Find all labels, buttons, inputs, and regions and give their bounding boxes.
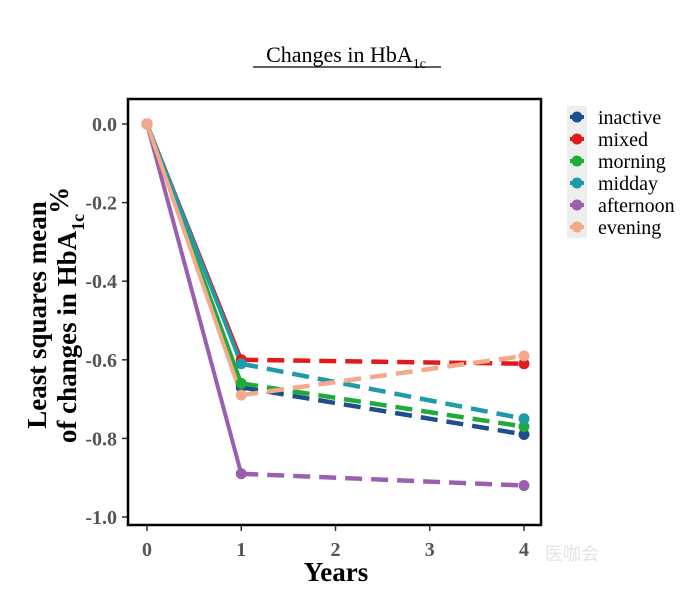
legend-key-background [567, 106, 587, 238]
lines-layer [145, 122, 525, 488]
plot-frame [126, 97, 543, 527]
data-point-evening-0 [141, 118, 153, 130]
x-tick-label: 0 [142, 539, 152, 561]
series-line-afternoon-solid [145, 122, 244, 476]
data-point-evening-1 [235, 389, 247, 401]
legend: inactivemixedmorningmiddayafternooneveni… [567, 106, 675, 239]
y-tick-label: -1.0 [85, 507, 117, 529]
legend-label-afternoon: afternoon [598, 195, 675, 217]
legend-label-morning: morning [598, 151, 666, 173]
x-tick-label: 1 [236, 539, 246, 561]
legend-key-point-mixed [571, 133, 583, 145]
legend-key-point-morning [571, 155, 583, 167]
series-line-afternoon-dashed [241, 471, 525, 488]
y-tick-label: -0.4 [85, 271, 117, 293]
x-tick-label: 3 [425, 539, 435, 561]
data-point-evening-2 [518, 350, 530, 362]
y-axis-title-line1: Least squares mean [22, 201, 52, 429]
series-line-inactive-dashed [240, 385, 525, 437]
series-line-morning-dashed [240, 381, 525, 429]
legend-key-point-evening [571, 221, 583, 233]
data-point-inactive-2 [518, 428, 530, 440]
y-tick-label: 0.0 [92, 114, 117, 136]
data-point-afternoon-1 [235, 468, 247, 480]
data-point-morning-2 [518, 421, 530, 433]
ticks-layer: 0.0 -0.2 -0.4 -0.6 -0.8 -1.0 0 1 2 3 4 [85, 114, 529, 561]
data-point-morning-1 [235, 377, 247, 389]
legend-label-evening: evening [598, 217, 661, 239]
chart-title: Changes in HbA1c [266, 42, 426, 72]
series-line-evening-solid [145, 122, 244, 398]
legend-label-mixed: mixed [598, 129, 648, 151]
data-point-midday-1 [235, 358, 247, 370]
legend-key-point-midday [571, 177, 583, 189]
x-tick-label: 4 [519, 539, 529, 561]
x-axis-title: Years [304, 557, 368, 587]
series-line-midday-dashed [240, 361, 525, 421]
data-point-afternoon-2 [518, 480, 530, 492]
legend-key-point-afternoon [571, 199, 583, 211]
y-tick-label: -0.8 [85, 428, 117, 450]
data-point-midday-2 [518, 413, 530, 425]
series-line-evening-dashed [240, 353, 525, 398]
legend-key-point-inactive [571, 111, 583, 123]
y-tick-label: -0.2 [85, 193, 117, 215]
y-axis-title: Least squares mean of changes in HbA1c% [22, 187, 88, 443]
watermark: 医咖会 [545, 544, 599, 565]
y-tick-label: -0.6 [85, 350, 117, 372]
x-tick-label: 2 [331, 539, 341, 561]
legend-label-inactive: inactive [598, 107, 661, 129]
legend-label-midday: midday [598, 173, 658, 195]
data-point-mixed-2 [518, 358, 530, 370]
y-axis-title-line2: of changes in HbA1c% [44, 187, 88, 443]
points-layer [141, 118, 530, 492]
